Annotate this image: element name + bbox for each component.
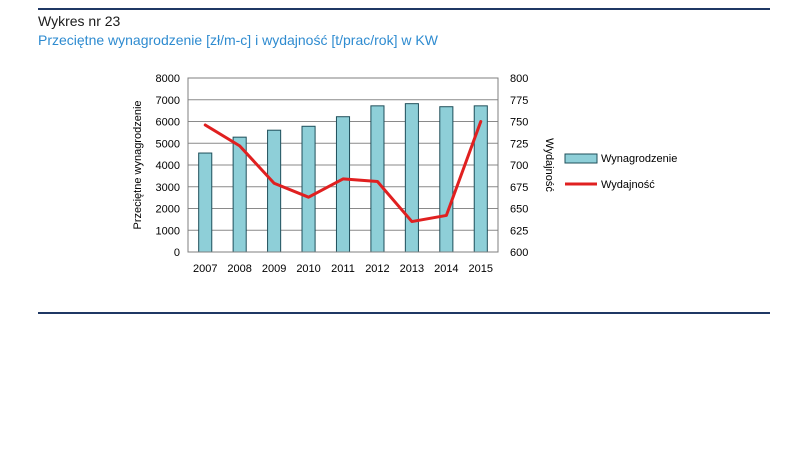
chart-number-title: Wykres nr 23 [38,13,121,29]
bar-wynagrodzenie [232,136,247,253]
left-tick-label: 1000 [156,225,180,237]
right-tick-label: 600 [510,247,528,259]
x-tick-label: 2014 [434,263,458,275]
bar-wynagrodzenie [267,129,282,253]
right-tick-label: 725 [510,138,528,150]
x-tick-label: 2015 [469,263,493,275]
bar-wynagrodzenie [439,106,454,253]
x-tick-label: 2012 [365,263,389,275]
left-tick-label: 3000 [156,182,180,194]
x-tick-label: 2009 [262,263,286,275]
legend: Wynagrodzenie Wydajność [564,153,677,191]
x-tick-label: 2010 [296,263,320,275]
chart-subtitle: Przeciętne wynagrodzenie [zł/m-c] i wyda… [38,32,438,48]
legend-label-wydajnosc: Wydajność [601,179,655,191]
left-tick-label: 6000 [156,117,180,129]
series-line-wydajnosc [203,120,483,224]
x-tick-label: 2008 [227,263,251,275]
bottom-rule [38,312,770,314]
left-tick-label: 7000 [156,95,180,107]
plot-frame [187,77,499,253]
x-tick-label: 2007 [193,263,217,275]
right-axis-title: Wydajność [543,138,555,192]
left-tick-label: 5000 [156,138,180,150]
left-axis-ticks: 0 1000 2000 3000 4000 5000 6000 7000 8000 [156,73,180,259]
bar-wynagrodzenie [198,152,213,253]
right-tick-label: 775 [510,95,528,107]
bar-wynagrodzenie [301,125,316,253]
left-axis-title: Przeciętne wynagrodzenie [132,100,144,229]
right-tick-label: 675 [510,182,528,194]
right-axis-ticks: 600 625 650 675 700 725 750 775 800 [510,73,528,259]
right-tick-label: 700 [510,160,528,172]
right-tick-label: 625 [510,225,528,237]
combo-chart: 0 1000 2000 3000 4000 5000 6000 7000 8000 600 625… [132,73,677,275]
right-tick-label: 750 [510,117,528,129]
left-tick-label: 4000 [156,160,180,172]
right-tick-label: 650 [510,204,528,216]
left-tick-label: 0 [174,247,180,259]
bars [198,103,488,253]
x-axis-ticks: 2007 2008 2009 2010 2011 2012 2013 2014 2015 [193,263,493,275]
legend-label-wynagrodzenie: Wynagrodzenie [601,153,677,165]
x-tick-label: 2013 [400,263,424,275]
bar-wynagrodzenie [370,105,385,253]
left-tick-label: 2000 [156,204,180,216]
right-tick-label: 800 [510,73,528,85]
bar-wynagrodzenie [335,116,351,253]
bar-wynagrodzenie [404,103,419,253]
bar-wynagrodzenie [473,105,488,253]
top-rule [38,8,770,10]
left-tick-label: 8000 [156,73,180,85]
legend-swatch-wynagrodzenie [564,153,598,164]
x-tick-label: 2011 [331,263,355,275]
